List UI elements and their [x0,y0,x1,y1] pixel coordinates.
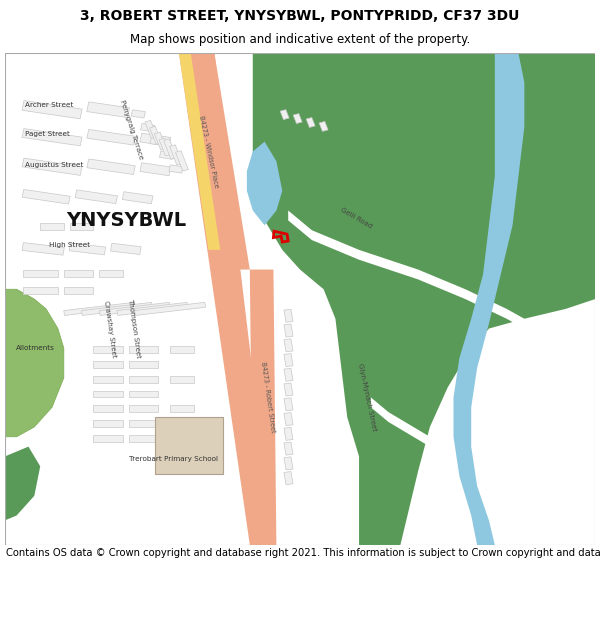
Bar [94,435,123,442]
Polygon shape [179,53,277,545]
Text: 3, ROBERT STREET, YNYSYBWL, PONTYPRIDD, CF37 3DU: 3, ROBERT STREET, YNYSYBWL, PONTYPRIDD, … [80,9,520,23]
Polygon shape [5,289,64,437]
Bar [87,102,130,118]
Bar [284,383,293,396]
Text: Allotments: Allotments [16,345,55,351]
Bar [22,242,64,255]
Bar [170,346,194,353]
Bar [169,165,183,173]
Text: B4273 - Robert Street: B4273 - Robert Street [260,361,275,433]
Bar [284,412,293,426]
Bar [284,428,293,441]
Bar [170,405,194,412]
Bar [69,243,106,255]
Bar [164,139,176,159]
Bar [306,118,315,127]
Bar [40,223,64,230]
Bar [134,302,206,316]
Text: B4273 - Windsor Place: B4273 - Windsor Place [198,115,219,188]
Bar [129,435,158,442]
Bar [22,101,82,119]
Bar [140,162,171,176]
Text: Paget Street: Paget Street [25,131,70,138]
Bar [280,109,289,119]
Polygon shape [288,211,524,329]
Text: High Street: High Street [49,242,90,248]
Bar [284,457,293,470]
Bar [87,129,135,145]
Bar [129,420,158,427]
Bar [23,269,58,277]
Bar [75,190,118,204]
Bar [284,309,293,322]
Bar [293,114,302,124]
Bar [155,417,223,474]
Bar [129,405,158,412]
Text: Trerobart Primary School: Trerobart Primary School [128,456,218,462]
Bar [170,376,194,382]
Bar [150,138,164,146]
Polygon shape [371,398,595,506]
Bar [117,302,188,316]
Bar [129,346,158,353]
Bar [94,346,123,353]
Bar [284,339,293,352]
Bar [175,151,188,171]
Polygon shape [247,142,282,225]
Text: YNYSYBWL: YNYSYBWL [66,211,186,230]
Text: Crawshay Street: Crawshay Street [103,299,117,358]
Bar [94,361,123,368]
Bar [284,354,293,366]
Text: Augustus Street: Augustus Street [25,162,84,168]
Bar [64,287,94,294]
Bar [22,158,82,176]
Bar [170,145,182,165]
Bar [160,151,173,159]
Bar [22,129,82,146]
Polygon shape [5,447,40,521]
Bar [99,269,123,277]
Bar [64,302,135,316]
Bar [129,361,158,368]
Text: Archer Street: Archer Street [25,102,74,108]
Bar [284,368,293,381]
Bar [145,121,157,138]
Bar [82,302,152,316]
Bar [129,376,158,382]
Bar [319,121,328,131]
Bar [64,269,94,277]
Polygon shape [253,53,595,545]
Polygon shape [179,53,220,250]
Bar [94,376,123,382]
Text: Contains OS data © Crown copyright and database right 2021. This information is : Contains OS data © Crown copyright and d… [6,548,600,558]
Text: Map shows position and indicative extent of the property.: Map shows position and indicative extent… [130,34,470,46]
Bar [110,243,141,254]
Bar [23,287,58,294]
Bar [149,126,161,144]
Bar [22,189,70,204]
Text: Thompson Street: Thompson Street [128,299,142,359]
Bar [94,405,123,412]
Bar [129,391,158,398]
Bar [122,192,153,204]
Polygon shape [454,53,524,545]
Text: Glyn-Mynach Street: Glyn-Mynach Street [357,363,377,432]
Bar [94,420,123,427]
Polygon shape [179,53,274,545]
Text: Penygralg Terrace: Penygralg Terrace [119,99,144,160]
Bar [284,442,293,455]
Bar [87,159,135,174]
Bar [284,472,293,484]
Bar [159,138,171,156]
Bar [140,133,171,146]
Bar [284,324,293,337]
Bar [284,398,293,411]
Text: Gelli Road: Gelli Road [340,206,373,229]
Bar [131,110,145,118]
Bar [94,391,123,398]
Bar [99,302,170,316]
Bar [140,124,155,132]
Bar [154,132,166,150]
Bar [70,223,94,230]
